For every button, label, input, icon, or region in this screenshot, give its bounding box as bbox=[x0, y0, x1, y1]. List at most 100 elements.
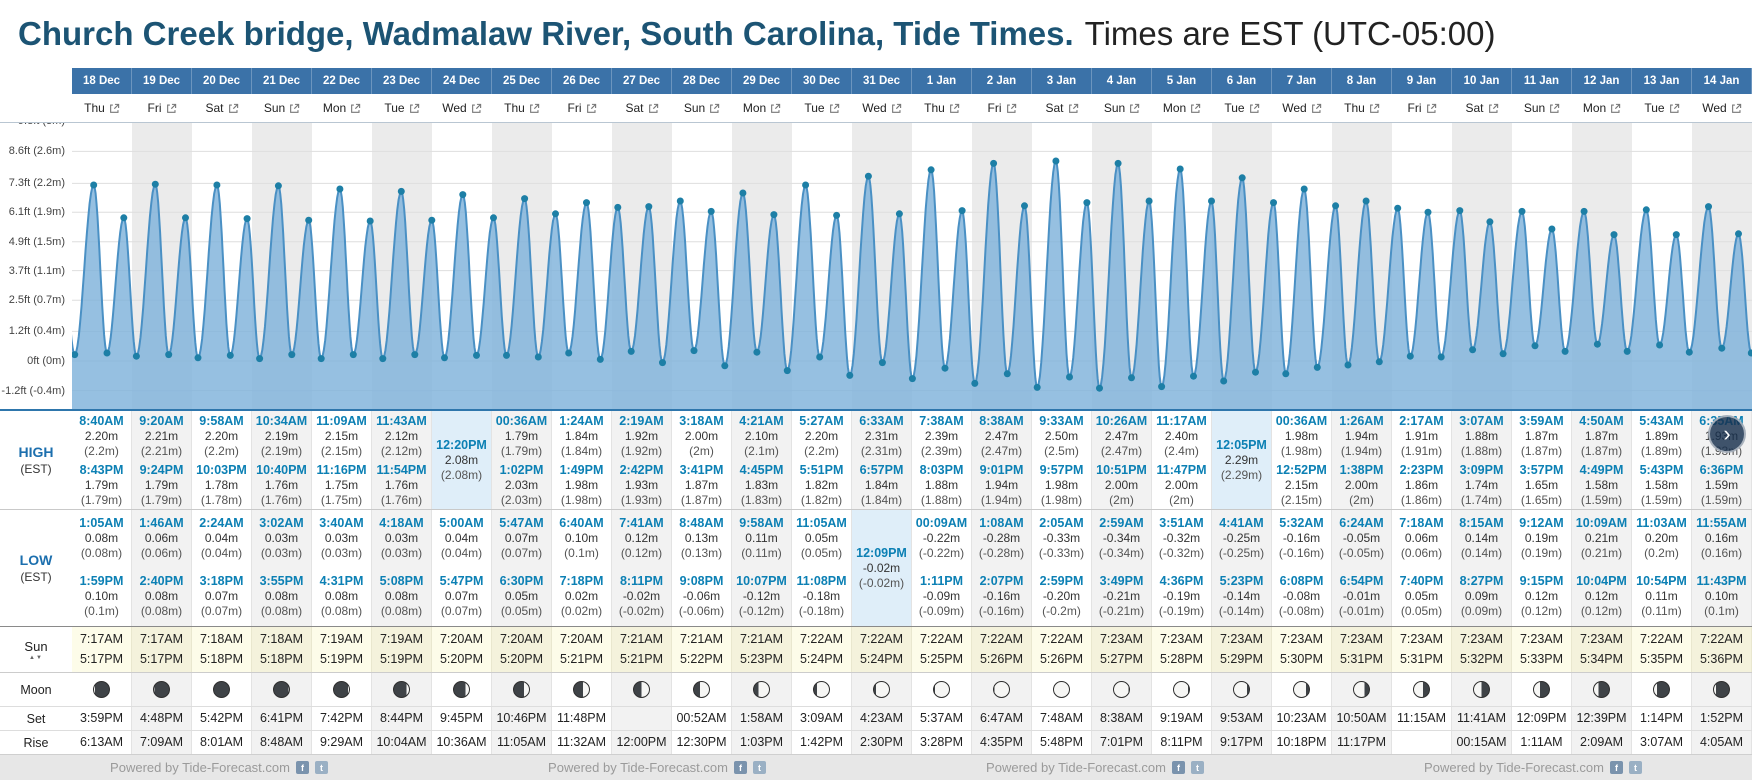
tide-time: 7:38AM bbox=[919, 414, 964, 428]
sunset-time: 5:30PM bbox=[1279, 652, 1324, 666]
external-link-icon[interactable] bbox=[1311, 103, 1322, 114]
date-header: 25 Dec bbox=[492, 68, 552, 94]
external-link-icon[interactable] bbox=[829, 103, 840, 114]
moon-row-label: Moon bbox=[0, 673, 72, 706]
footer-powered-by: Powered by Tide-Forecast.com f t bbox=[1314, 760, 1752, 775]
external-link-icon[interactable] bbox=[648, 103, 659, 114]
tide-height: -0.05m bbox=[1342, 531, 1381, 545]
external-link-icon[interactable] bbox=[1669, 103, 1680, 114]
date-header: 26 Dec bbox=[552, 68, 612, 94]
high-tide-entry: 3:09PM 1.74m (1.74m) bbox=[1452, 460, 1511, 509]
external-link-icon[interactable] bbox=[166, 103, 177, 114]
high-tide-cell: 3:07AM 1.88m (1.88m) 3:09PM 1.74m (1.74m) bbox=[1452, 411, 1512, 509]
low-tide-entry: 4:36PM -0.19m (-0.19m) bbox=[1152, 568, 1211, 626]
moon-set-time: 8:38AM bbox=[1092, 707, 1152, 730]
date-header: 6 Jan bbox=[1212, 68, 1272, 94]
dow-label: Tue bbox=[1644, 101, 1665, 115]
external-link-icon[interactable] bbox=[891, 103, 902, 114]
moon-rise-time: 10:36AM bbox=[432, 731, 492, 754]
tide-height: 0.14m bbox=[1464, 531, 1499, 545]
sunset-time: 5:18PM bbox=[199, 652, 244, 666]
external-link-icon[interactable] bbox=[1369, 103, 1380, 114]
facebook-icon[interactable]: f bbox=[733, 761, 747, 774]
dow-cell: Mon bbox=[732, 94, 792, 122]
dow-cell: Tue bbox=[1632, 94, 1692, 122]
tide-height-paren: (0.08m) bbox=[260, 604, 303, 618]
tide-height-paren: (2m) bbox=[1169, 493, 1194, 507]
tide-height: -0.18m bbox=[802, 589, 841, 603]
tide-time: 4:21AM bbox=[739, 414, 784, 428]
tide-height-paren: (0.12m) bbox=[1520, 604, 1563, 618]
external-link-icon[interactable] bbox=[529, 103, 540, 114]
external-link-icon[interactable] bbox=[1488, 103, 1499, 114]
moon-phase-icon-first-quarter bbox=[633, 681, 650, 698]
external-link-icon[interactable] bbox=[949, 103, 960, 114]
external-link-icon[interactable] bbox=[409, 103, 420, 114]
sun-times-cell: 7:22AM 5:24PM bbox=[792, 627, 852, 672]
moon-phase-icon-waning-crescent bbox=[153, 681, 170, 698]
high-tide-cell: 1:26AM 1.94m (1.94m) 1:38PM 2.00m (2m) bbox=[1332, 411, 1392, 509]
external-link-icon[interactable] bbox=[1190, 103, 1201, 114]
external-link-icon[interactable] bbox=[1426, 103, 1437, 114]
moon-set-time: 3:09AM bbox=[792, 707, 852, 730]
external-link-icon[interactable] bbox=[1006, 103, 1017, 114]
tide-time: 2:07PM bbox=[979, 574, 1024, 588]
twitter-icon[interactable]: t bbox=[752, 761, 766, 774]
tide-height: -0.14m bbox=[1222, 589, 1261, 603]
external-link-icon[interactable] bbox=[1129, 103, 1140, 114]
tide-height: 0.05m bbox=[1404, 589, 1439, 603]
external-link-icon[interactable] bbox=[1549, 103, 1560, 114]
high-tide-cell: 7:38AM 2.39m (2.39m) 8:03PM 1.88m (1.88m) bbox=[912, 411, 972, 509]
twitter-icon[interactable]: t bbox=[1190, 761, 1204, 774]
moon-phase-icon-waning-crescent bbox=[1593, 681, 1610, 698]
dow-cell: Sun bbox=[1092, 94, 1152, 122]
high-tide-entry: 1:26AM 1.94m (1.94m) bbox=[1332, 411, 1391, 460]
dow-cell: Thu bbox=[912, 94, 972, 122]
tide-height: 1.92m bbox=[624, 429, 659, 443]
scroll-right-button[interactable]: › bbox=[1708, 415, 1746, 453]
external-link-icon[interactable] bbox=[1731, 103, 1742, 114]
high-tide-entry: 11:43AM 2.12m (2.12m) bbox=[372, 411, 431, 460]
low-tide-entry: 11:03AM 0.20m (0.2m) bbox=[1632, 510, 1691, 568]
moon-cell bbox=[372, 673, 432, 706]
external-link-icon[interactable] bbox=[1068, 103, 1079, 114]
external-link-icon[interactable] bbox=[350, 103, 361, 114]
tide-height: 0.04m bbox=[204, 531, 239, 545]
tide-time: 11:47PM bbox=[1156, 463, 1207, 477]
high-tide-entry: 6:36PM 1.59m (1.59m) bbox=[1692, 460, 1751, 509]
external-link-icon[interactable] bbox=[586, 103, 597, 114]
external-link-icon[interactable] bbox=[109, 103, 120, 114]
external-link-icon[interactable] bbox=[1249, 103, 1260, 114]
tide-height: 2.10m bbox=[744, 429, 779, 443]
twitter-icon[interactable]: t bbox=[314, 761, 328, 774]
moon-set-time: 4:48PM bbox=[132, 707, 192, 730]
external-link-icon[interactable] bbox=[709, 103, 720, 114]
low-tide-entry: 3:40AM 0.03m (0.03m) bbox=[312, 510, 371, 568]
tide-height-paren: (0.05m) bbox=[500, 604, 543, 618]
external-link-icon[interactable] bbox=[770, 103, 781, 114]
tide-height: 0.16m bbox=[1704, 531, 1739, 545]
tide-height: 0.02m bbox=[564, 589, 599, 603]
facebook-icon[interactable]: f bbox=[1171, 761, 1185, 774]
tide-time: 1:24AM bbox=[559, 414, 604, 428]
external-link-icon[interactable] bbox=[228, 103, 239, 114]
external-link-icon[interactable] bbox=[289, 103, 300, 114]
tide-time: 2:05AM bbox=[1039, 516, 1084, 530]
tide-height: 0.08m bbox=[324, 589, 359, 603]
facebook-icon[interactable]: f bbox=[1609, 761, 1623, 774]
tide-time: 5:08PM bbox=[379, 574, 424, 588]
tide-height: 0.11m bbox=[745, 531, 778, 545]
high-tide-cell: 2:17AM 1.91m (1.91m) 2:23PM 1.86m (1.86m) bbox=[1392, 411, 1452, 509]
external-link-icon[interactable] bbox=[1610, 103, 1621, 114]
facebook-icon[interactable]: f bbox=[295, 761, 309, 774]
twitter-icon[interactable]: t bbox=[1628, 761, 1642, 774]
low-tide-cell: 3:02AM 0.03m (0.03m) 3:55PM 0.08m (0.08m) bbox=[252, 510, 312, 626]
high-tide-cell: 3:59AM 1.87m (1.87m) 3:57PM 1.65m (1.65m) bbox=[1512, 411, 1572, 509]
tide-height-paren: (1.98m) bbox=[1280, 444, 1323, 458]
sun-times-cell: 7:23AM 5:28PM bbox=[1152, 627, 1212, 672]
y-axis-label: 9.8ft (3m) bbox=[18, 123, 65, 127]
tide-height-paren: (1.59m) bbox=[1580, 493, 1623, 507]
high-tide-cell: 11:17AM 2.40m (2.4m) 11:47PM 2.00m (2m) bbox=[1152, 411, 1212, 509]
tide-height: 1.75m bbox=[324, 478, 359, 492]
external-link-icon[interactable] bbox=[471, 103, 482, 114]
